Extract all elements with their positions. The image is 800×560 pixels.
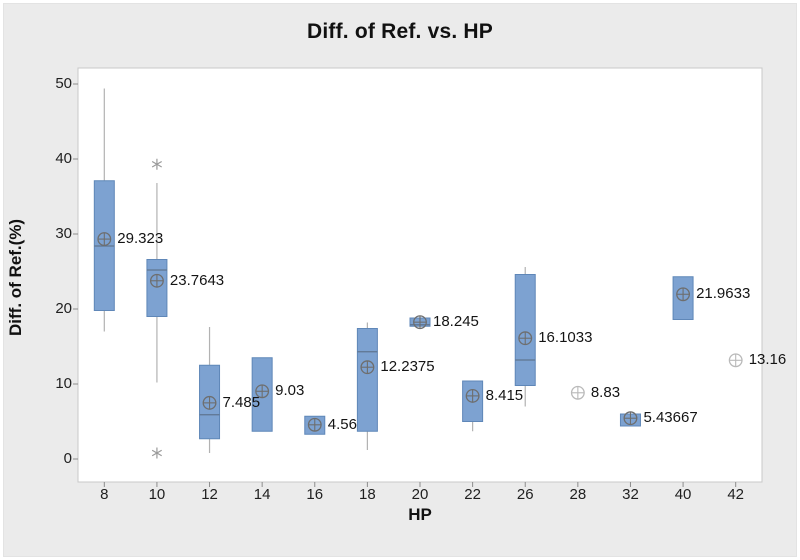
mean-value-label: 5.43667 [643, 409, 698, 427]
y-tick-label: 0 [63, 450, 72, 467]
x-tick-label: 32 [622, 486, 639, 503]
outlier-asterisk [151, 160, 162, 168]
y-tick-label: 30 [55, 225, 72, 242]
mean-value-label: 8.415 [485, 386, 524, 404]
y-tick-label: 10 [55, 375, 72, 392]
x-tick-label: 40 [674, 486, 692, 503]
x-tick-label: 28 [569, 486, 587, 503]
x-tick-label: 22 [464, 486, 481, 503]
y-tick-label: 40 [55, 150, 72, 167]
plot-area [77, 67, 763, 483]
outlier-asterisk [151, 449, 162, 457]
mean-value-label: 4.56 [327, 415, 357, 433]
y-axis-title: Diff. of Ref.(%) [6, 218, 25, 337]
mean-value-label: 23.7643 [169, 271, 225, 289]
mean-value-label: 8.83 [590, 383, 621, 401]
x-tick-label: 26 [516, 486, 534, 503]
y-tick-label: 20 [55, 300, 72, 317]
mean-value-label: 7.485 [222, 393, 261, 411]
mean-value-label: 18.245 [433, 313, 479, 331]
chart-title: Diff. of Ref. vs. HP [306, 20, 494, 43]
x-tick-label: 8 [100, 486, 109, 503]
x-axis-title: HP [408, 505, 432, 524]
box-hp-10 [146, 259, 168, 317]
x-tick-label: 18 [359, 486, 376, 503]
x-tick-label: 16 [306, 486, 324, 503]
x-tick-label: 12 [201, 486, 218, 503]
x-tick-label: 42 [727, 486, 745, 503]
x-tick-label: 20 [411, 486, 429, 503]
mean-value-label: 21.9633 [696, 285, 751, 303]
mean-value-label: 16.1033 [538, 329, 593, 347]
y-tick-label: 50 [55, 75, 72, 92]
box-hp-18 [356, 328, 378, 432]
mean-value-label: 13.16 [748, 351, 787, 369]
mean-value-label: 9.03 [275, 382, 305, 400]
x-tick-label: 14 [253, 486, 271, 503]
mean-value-label: 29.323 [117, 230, 164, 248]
mean-value-label: 12.2375 [380, 358, 435, 376]
x-tick-label: 10 [148, 486, 166, 503]
box-hp-26 [514, 274, 536, 386]
